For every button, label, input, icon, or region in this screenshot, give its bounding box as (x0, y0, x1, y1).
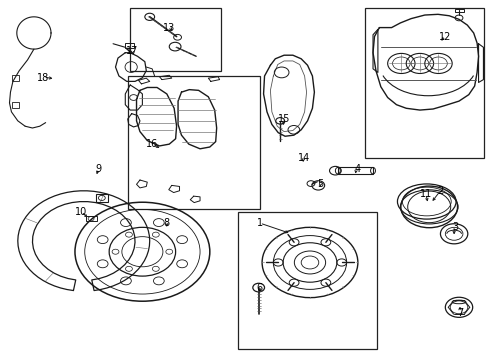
Text: 15: 15 (278, 114, 290, 124)
Bar (12, 75, 19, 81)
Bar (128, 76, 260, 209)
Bar (86, 216, 97, 221)
Text: 11: 11 (419, 189, 432, 199)
Text: 17: 17 (126, 46, 139, 56)
Text: 4: 4 (354, 164, 361, 174)
Bar (130, 8, 220, 71)
Bar (455, 9, 464, 12)
Text: 10: 10 (75, 207, 87, 217)
Text: 1: 1 (257, 218, 263, 228)
Text: 18: 18 (37, 73, 49, 83)
Text: 5: 5 (318, 179, 324, 189)
Text: 8: 8 (164, 218, 170, 228)
Text: 16: 16 (146, 139, 158, 149)
Text: 12: 12 (439, 32, 451, 41)
Bar (12, 102, 19, 108)
Text: 2: 2 (437, 186, 443, 196)
Bar (238, 212, 377, 348)
Text: 3: 3 (452, 222, 458, 231)
Text: 6: 6 (257, 283, 263, 293)
Text: 13: 13 (163, 23, 175, 33)
Bar (96, 194, 108, 202)
Bar (338, 167, 373, 174)
Bar (365, 8, 485, 158)
Text: 14: 14 (297, 153, 310, 163)
Bar (125, 43, 134, 48)
Text: 7: 7 (457, 308, 463, 318)
Text: 9: 9 (96, 164, 101, 174)
